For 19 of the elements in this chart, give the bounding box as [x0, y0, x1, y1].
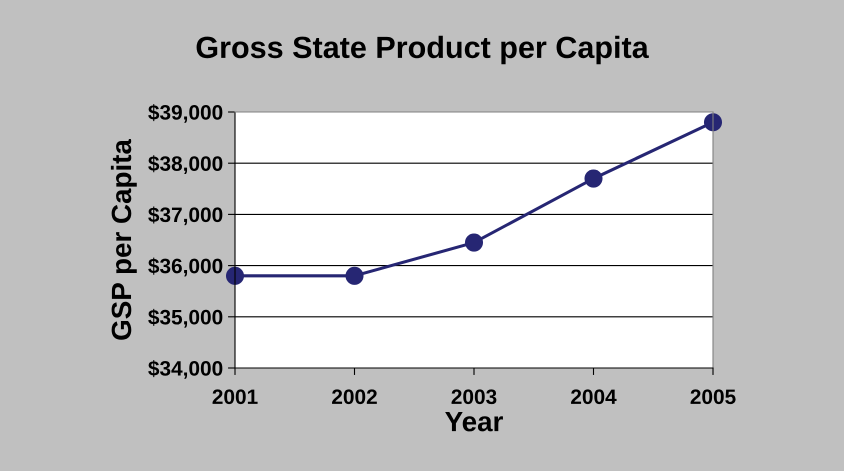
- point: [464, 234, 484, 252]
- point: [226, 266, 244, 285]
- x-tick-label: 2002: [332, 389, 377, 404]
- x-tick-label: 2001: [212, 389, 258, 404]
- y-tick-label: $37,000: [148, 206, 222, 226]
- point: [345, 266, 364, 285]
- x-tick-label: 2004: [571, 389, 617, 404]
- y-tick-label: $35,000: [148, 308, 222, 328]
- x-tick-label: 2003: [452, 389, 496, 404]
- y-tick-label: $39,000: [148, 104, 222, 123]
- x-tick-label: 2005: [690, 389, 736, 404]
- x-axis-title: Year: [445, 412, 503, 432]
- point: [584, 170, 603, 188]
- y-tick-label: $36,000: [148, 258, 222, 276]
- chart-title: Gross State Product per Capita: [196, 36, 649, 64]
- y-tick-label: $34,000: [148, 360, 222, 379]
- y-tick-label: $38,000: [148, 155, 222, 174]
- point: [704, 113, 722, 132]
- y-axis-title: GSP per Capita: [110, 138, 137, 340]
